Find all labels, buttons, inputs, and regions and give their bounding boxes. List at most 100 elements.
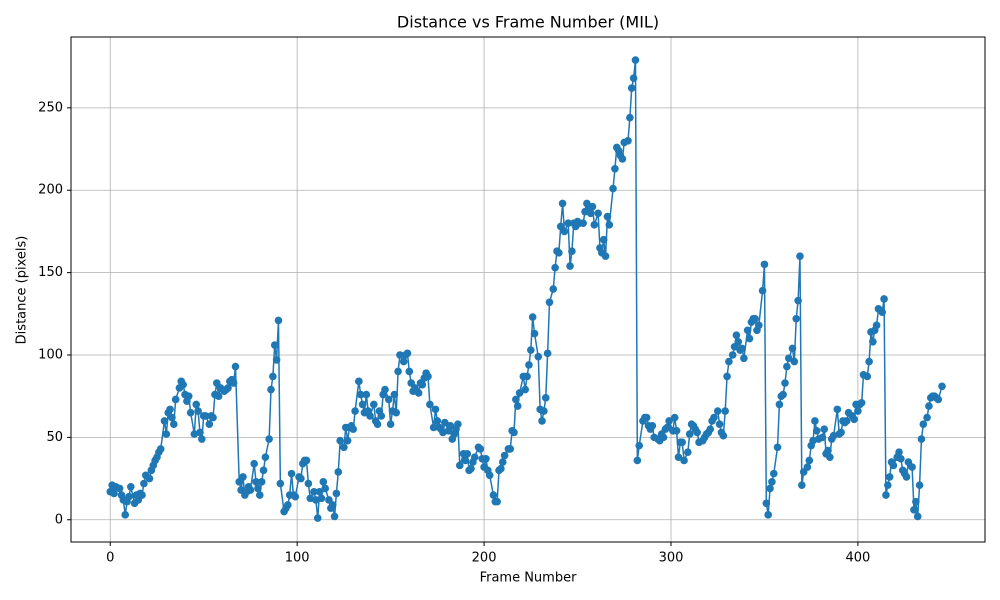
data-point (923, 413, 931, 422)
data-point (259, 466, 268, 475)
data-point (196, 428, 204, 437)
data-point (624, 137, 632, 145)
data-point (663, 423, 672, 432)
data-point (629, 74, 638, 82)
data-point (252, 478, 260, 486)
data-point (467, 464, 475, 473)
data-point (560, 227, 569, 236)
data-point (745, 334, 754, 343)
data-point (482, 454, 490, 463)
x-tick-label: 0 (106, 551, 114, 566)
data-point (885, 473, 894, 481)
data-point (872, 321, 881, 330)
data-point (390, 390, 399, 399)
data-point (889, 461, 898, 470)
data-point (463, 450, 472, 458)
data-point (426, 400, 434, 409)
data-point (414, 389, 423, 397)
data-point (811, 417, 819, 425)
data-point (857, 398, 866, 407)
data-point (214, 392, 223, 400)
data-point (317, 494, 326, 503)
data-point (665, 417, 673, 425)
data-point (775, 400, 784, 409)
data-point (319, 478, 328, 486)
data-point (399, 357, 408, 366)
chart-title: Distance vs Frame Number (MIL) (397, 13, 659, 32)
data-point (366, 412, 374, 420)
data-point (523, 372, 531, 381)
data-point (897, 454, 905, 463)
data-point (498, 458, 507, 466)
data-point (424, 372, 432, 381)
data-point (599, 235, 608, 244)
data-point (493, 497, 501, 506)
data-point (201, 412, 210, 420)
data-point (332, 489, 341, 498)
data-point (506, 445, 515, 453)
data-point (568, 247, 576, 255)
data-point (528, 313, 537, 321)
data-point (685, 430, 694, 438)
data-point (145, 474, 154, 483)
data-point (723, 372, 731, 381)
data-point (485, 471, 494, 480)
data-point (783, 362, 791, 371)
data-point (854, 407, 862, 415)
data-point (343, 436, 352, 445)
data-point (381, 385, 389, 394)
data-point (545, 298, 554, 307)
data-point (194, 407, 202, 415)
data-point (291, 492, 300, 501)
data-point (340, 443, 348, 452)
data-point (255, 491, 264, 499)
data-point (418, 380, 427, 389)
y-tick-label: 50 (46, 430, 63, 445)
data-point (470, 453, 479, 461)
data-point (431, 405, 440, 414)
data-point (205, 420, 214, 428)
y-tick-label: 150 (38, 265, 63, 280)
data-point (878, 308, 886, 316)
data-point (369, 400, 378, 409)
data-point (250, 459, 258, 468)
data-point (693, 428, 701, 437)
data-point (512, 395, 520, 404)
data-point (773, 443, 782, 452)
data-point (796, 252, 804, 260)
data-point (356, 390, 365, 399)
data-point (566, 262, 574, 270)
data-point (833, 405, 842, 414)
data-point (769, 469, 778, 478)
data-point (760, 260, 769, 269)
data-point (433, 417, 442, 425)
data-point (842, 417, 851, 425)
data-point (558, 199, 567, 208)
data-point (603, 212, 612, 221)
data-point (313, 514, 322, 522)
data-point (530, 329, 539, 338)
data-point (672, 426, 681, 435)
data-point (588, 202, 597, 211)
data-point (938, 382, 946, 391)
data-point (304, 479, 313, 488)
data-point (792, 314, 801, 323)
data-point (336, 436, 344, 445)
data-point (715, 420, 724, 428)
y-tick-label: 250 (38, 100, 63, 115)
data-point (884, 481, 892, 489)
data-point (586, 209, 595, 218)
y-tick-label: 0 (55, 512, 63, 527)
data-point (168, 413, 176, 422)
data-point (590, 221, 599, 229)
data-point (525, 361, 533, 369)
data-point (680, 456, 688, 465)
data-point (642, 413, 651, 422)
data-point (659, 433, 668, 442)
data-point (779, 390, 787, 399)
data-point (788, 344, 797, 353)
data-point (633, 456, 642, 465)
data-point (551, 263, 559, 272)
data-point (863, 372, 872, 381)
